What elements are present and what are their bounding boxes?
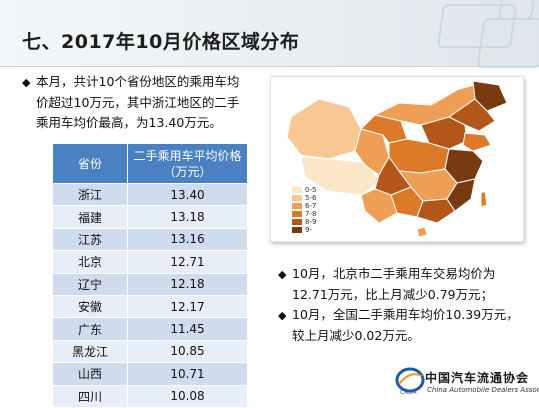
header-avg-price-line: 二手乘用车平均价格 xyxy=(133,148,242,163)
province-cell: 浙江 xyxy=(52,182,128,207)
header-avg-price-unit: （万元） xyxy=(163,164,212,179)
table-row: 江苏 13.16 xyxy=(52,227,248,252)
legend-label: 0-5 xyxy=(305,186,317,194)
note-item: ◆ 10月，全国二手乘用车均价10.39万元， 较上月减少0.02万元。 xyxy=(278,305,528,346)
avg-price-cell: 13.40 xyxy=(127,182,248,207)
province-cell: 辽宁 xyxy=(52,272,128,296)
note-line: ◆ 10月，全国二手乘用车均价10.39万元， xyxy=(278,305,528,326)
header-banner: 七、2017年10月价格区域分布 xyxy=(0,0,539,68)
intro-line: 乘用车均价最高，为13.40万元。 xyxy=(36,115,222,130)
legend-label: 5-6 xyxy=(305,194,317,202)
map-legend: 0-5 5-6 6-7 7-8 8-9 9- xyxy=(292,186,316,234)
legend-item: 0-5 xyxy=(292,186,316,194)
province-price-table: 省份 二手乘用车平均价格 （万元） 浙江 13.40 福建 13.18 江苏 13.16 北… xyxy=(52,143,248,408)
province-cell: 山西 xyxy=(52,362,128,386)
note-line: 12.71万元，比上月减少0.79万元； xyxy=(292,287,494,302)
diamond-bullet-icon: ◆ xyxy=(278,268,287,281)
table-header-row: 省份 二手乘用车平均价格 （万元） xyxy=(52,143,248,184)
legend-swatch xyxy=(292,227,302,233)
header-avg-price: 二手乘用车平均价格 （万元） xyxy=(127,143,248,184)
legend-swatch xyxy=(292,187,302,193)
map-region-hainan xyxy=(416,226,428,238)
avg-price-cell: 10.71 xyxy=(127,362,248,386)
table-row: 福建 13.18 xyxy=(52,205,248,229)
table-row: 山西 10.71 xyxy=(52,362,248,386)
cada-emblem-icon: CADA xyxy=(395,367,425,396)
table-row: 安徽 12.17 xyxy=(52,294,248,319)
province-cell: 四川 xyxy=(52,384,128,408)
map-region-fujian xyxy=(446,178,476,212)
province-cell: 福建 xyxy=(52,205,128,229)
logo-abbr: CADA xyxy=(400,390,417,396)
price-map-panel xyxy=(270,76,524,242)
map-region-guangdong xyxy=(416,198,456,224)
legend-item: 6-7 xyxy=(292,202,316,210)
legend-item: 7-8 xyxy=(292,210,316,218)
table-row: 广东 11.45 xyxy=(52,317,248,341)
province-cell: 北京 xyxy=(52,250,128,274)
avg-price-cell: 10.08 xyxy=(127,384,248,408)
province-cell: 黑龙江 xyxy=(52,339,128,364)
table-row: 四川 10.08 xyxy=(52,384,248,408)
intro-line: 价超过10万元，其中浙江地区的二手 xyxy=(36,95,240,110)
cada-logo: CADA 中国汽车流通协会 China Automobile Dealers A… xyxy=(395,364,539,398)
legend-swatch xyxy=(292,211,302,217)
map-region-xinjiang xyxy=(286,98,362,160)
map-region-tibet xyxy=(300,156,380,196)
legend-swatch xyxy=(292,203,302,209)
intro-paragraph: ◆ 本月，共计10个省份地区的乘用车均 价超过10万元，其中浙江地区的二手 乘用车… xyxy=(22,72,272,133)
avg-price-cell: 13.16 xyxy=(127,227,248,252)
banner-decoration xyxy=(497,0,537,20)
legend-label: 6-7 xyxy=(305,202,317,210)
intro-line: ◆ 本月，共计10个省份地区的乘用车均 xyxy=(22,72,272,93)
province-cell: 安徽 xyxy=(52,294,128,319)
legend-item: 8-9 xyxy=(292,218,316,226)
avg-price-cell: 12.18 xyxy=(127,272,248,296)
map-region-taiwan xyxy=(480,190,488,208)
legend-label: 7-8 xyxy=(305,210,317,218)
avg-price-cell: 12.71 xyxy=(127,250,248,274)
diamond-bullet-icon: ◆ xyxy=(22,76,31,89)
notes-section: ◆ 10月，北京市二手乘用车交易均价为 12.71万元，比上月减少0.79万元； … xyxy=(278,264,528,346)
province-cell: 广东 xyxy=(52,317,128,341)
table-row: 浙江 13.40 xyxy=(52,182,248,207)
page-title: 七、2017年10月价格区域分布 xyxy=(22,31,300,53)
avg-price-cell: 12.17 xyxy=(127,294,248,319)
table-row: 黑龙江 10.85 xyxy=(52,339,248,364)
table-row: 北京 12.71 xyxy=(52,250,248,274)
note-line: ◆ 10月，北京市二手乘用车交易均价为 xyxy=(278,264,528,285)
avg-price-cell: 11.45 xyxy=(127,317,248,341)
table-row: 辽宁 12.18 xyxy=(52,272,248,296)
note-item: ◆ 10月，北京市二手乘用车交易均价为 12.71万元，比上月减少0.79万元； xyxy=(278,264,528,305)
map-region-heilongjiang xyxy=(472,80,508,112)
legend-item: 5-6 xyxy=(292,194,316,202)
avg-price-cell: 10.85 xyxy=(127,339,248,364)
province-cell: 江苏 xyxy=(52,227,128,252)
note-line: 较上月减少0.02万元。 xyxy=(292,328,420,343)
map-region-shandong xyxy=(462,132,492,152)
legend-item: 9- xyxy=(292,226,316,234)
header-province: 省份 xyxy=(52,143,128,184)
logo-english-name: China Automobile Dealers Association xyxy=(427,386,539,394)
legend-label: 9- xyxy=(305,226,312,234)
legend-swatch xyxy=(292,219,302,225)
legend-label: 8-9 xyxy=(305,218,317,226)
table-body: 浙江 13.40 福建 13.18 江苏 13.16 北京 12.71 辽宁 12.18 安徽 12.… xyxy=(52,182,248,408)
banner-decoration xyxy=(476,18,539,68)
logo-chinese-name: 中国汽车流通协会 xyxy=(425,371,530,385)
china-price-map xyxy=(286,80,508,238)
avg-price-cell: 13.18 xyxy=(127,205,248,229)
diamond-bullet-icon: ◆ xyxy=(278,309,287,322)
legend-swatch xyxy=(292,195,302,201)
